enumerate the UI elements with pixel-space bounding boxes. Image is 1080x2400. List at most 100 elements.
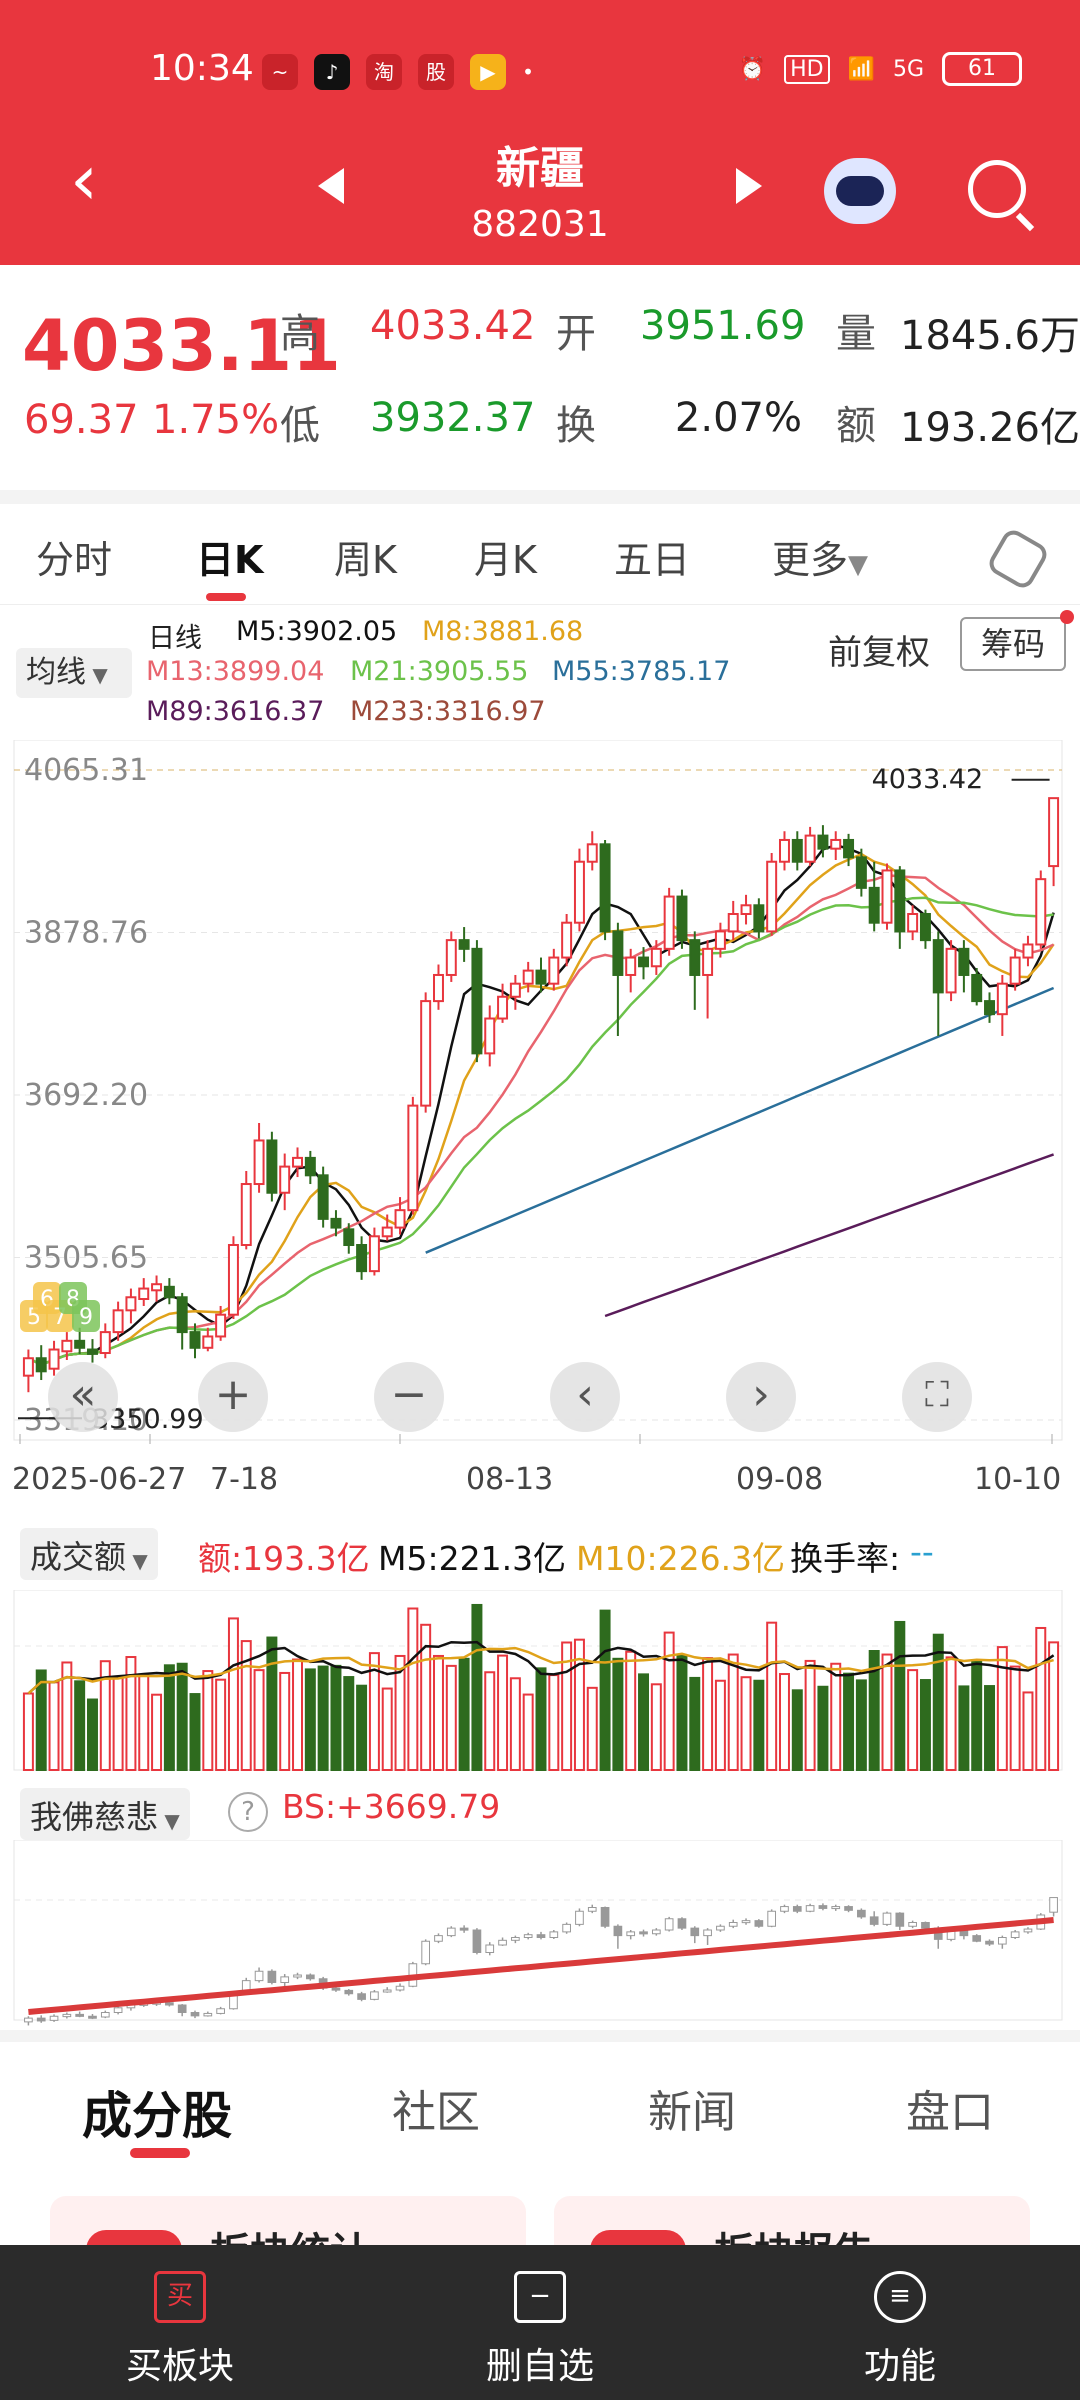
mini-candle-body — [575, 1910, 584, 1925]
volume-value: 1845.6万 — [900, 313, 1080, 359]
tab-more[interactable]: 更多▼ — [772, 529, 868, 584]
mini-candle-body — [536, 1934, 546, 1938]
chevron-down-icon: ▼ — [848, 550, 869, 580]
volume-bar — [740, 1676, 752, 1771]
mini-candle-body — [100, 2012, 110, 2018]
volume-bar — [753, 1679, 765, 1771]
tab-news[interactable]: 新闻 — [648, 2087, 736, 2138]
function-button[interactable]: ≡ 功能 — [750, 2245, 1050, 2400]
settings-hex-icon[interactable] — [985, 526, 1051, 592]
scroll-right-icon[interactable]: › — [726, 1362, 796, 1432]
volume-bar — [138, 1674, 150, 1771]
header-bar: 10:34 ~ ♪ 淘 股 ▶ • ⏰ HD 📶 5G 61 ‹ 新疆 8820… — [0, 0, 1080, 265]
chip-distribution-button[interactable]: 筹码 — [960, 617, 1066, 671]
mini-candle-body — [844, 1906, 853, 1911]
tab-community[interactable]: 社区 — [392, 2087, 480, 2138]
mini-candle-body — [677, 1918, 687, 1929]
candle-body — [240, 1183, 252, 1247]
open-value: 3951.69 — [640, 303, 806, 349]
chevron-down-icon: ▼ — [86, 663, 108, 687]
ma89-line — [604, 1153, 1055, 1318]
tab-daily-k[interactable]: 日K — [196, 538, 264, 582]
zoom-out-icon[interactable]: − — [374, 1362, 444, 1432]
volume-selector-button[interactable]: 成交额 ▼ — [20, 1528, 158, 1580]
search-icon[interactable] — [968, 160, 1026, 218]
kline-tabs: 分时 日K 周K 月K 五日 更多▼ — [0, 505, 1080, 605]
help-icon[interactable]: ? — [228, 1792, 268, 1832]
mini-candle-body — [972, 1935, 982, 1942]
volume-bar — [971, 1659, 983, 1771]
mini-candle-body — [1049, 1897, 1058, 1913]
mini-candle-body — [1010, 1931, 1020, 1938]
mini-candle-body — [293, 1974, 302, 1978]
mini-candle-body — [639, 1931, 648, 1935]
tab-order-book[interactable]: 盘口 — [906, 2087, 994, 2138]
indicator-frame — [13, 1840, 1063, 2021]
collapse-left-icon[interactable]: « — [48, 1362, 118, 1432]
fullscreen-icon[interactable]: ⛶ — [902, 1362, 972, 1432]
ma-selector-button[interactable]: 均线 ▼ — [16, 648, 132, 698]
mini-candle-body — [818, 1905, 828, 1909]
mini-candle-body — [177, 2004, 187, 2013]
buy-sector-button[interactable]: 买 买板块 — [30, 2245, 330, 2400]
candle-body — [894, 869, 906, 933]
mini-candle-body — [792, 1906, 802, 1912]
next-stock-icon[interactable] — [736, 168, 762, 204]
robot-assistant-icon[interactable] — [824, 158, 896, 224]
candle-body — [855, 856, 867, 889]
mini-candle-body — [882, 1912, 892, 1925]
prev-stock-icon[interactable] — [318, 168, 344, 204]
tab-monthly-k[interactable]: 月K — [474, 538, 537, 582]
adjust-mode-label[interactable]: 前复权 — [828, 633, 930, 673]
tab-constituents[interactable]: 成分股 — [82, 2087, 232, 2145]
mini-candle-body — [664, 1918, 674, 1931]
candle-body — [432, 973, 444, 1003]
candle-body — [151, 1283, 163, 1292]
candle-body — [1009, 956, 1021, 985]
indicator-selector-button[interactable]: 我佛慈悲 ▼ — [20, 1788, 190, 1840]
volume-bar — [497, 1654, 509, 1771]
tab-weekly-k[interactable]: 周K — [334, 538, 397, 582]
mini-candle-body — [113, 2007, 123, 2013]
volume-bar — [932, 1633, 944, 1772]
candle-body — [766, 860, 778, 933]
zoom-in-icon[interactable]: + — [198, 1362, 268, 1432]
mini-candle-body — [690, 1927, 700, 1937]
signal-badge-label: 9 — [79, 1305, 93, 1330]
volume-bar — [714, 1679, 726, 1771]
volume-bar — [202, 1670, 214, 1771]
turnover-value: 2.07% — [674, 395, 802, 441]
volume-bar — [612, 1657, 624, 1771]
tab-five-day[interactable]: 五日 — [614, 538, 691, 582]
low-value: 3932.37 — [370, 395, 536, 441]
volume-bar — [894, 1620, 906, 1772]
remove-watchlist-button[interactable]: − 删自选 — [390, 2245, 690, 2400]
signal-badge — [72, 1300, 100, 1332]
candle-body — [1035, 878, 1047, 946]
mini-candle-body — [703, 1929, 712, 1937]
volume-bar — [881, 1653, 893, 1771]
scroll-left-icon[interactable]: ‹ — [550, 1362, 620, 1432]
mini-candle-body — [459, 1927, 469, 1931]
volume-bar — [330, 1664, 342, 1771]
volume-bar — [817, 1685, 829, 1771]
candle-body — [778, 838, 790, 863]
volume-bar — [253, 1669, 265, 1771]
candle-body — [227, 1244, 239, 1316]
tab-intraday[interactable]: 分时 — [36, 538, 113, 582]
mini-candle-body — [587, 1907, 597, 1912]
candle-body — [330, 1217, 342, 1229]
mini-candle-body — [280, 1976, 290, 1983]
candle-body — [535, 969, 547, 985]
candlestick-chart[interactable]: 4065.313878.763692.203505.653319.104033.… — [0, 740, 1080, 1460]
battery-icon: 61 — [942, 52, 1022, 86]
candle-body — [586, 843, 598, 863]
volume-bar — [125, 1656, 137, 1771]
mini-candle-body — [49, 2015, 59, 2021]
volume-bar — [791, 1689, 803, 1771]
back-arrow-icon[interactable]: ‹ — [70, 139, 98, 221]
high-marker-label: 4033.42 — [872, 764, 984, 795]
ma233-label: M233:3316.97 — [350, 696, 546, 727]
period-label: 日线 — [148, 623, 202, 654]
candle-body — [522, 969, 534, 985]
